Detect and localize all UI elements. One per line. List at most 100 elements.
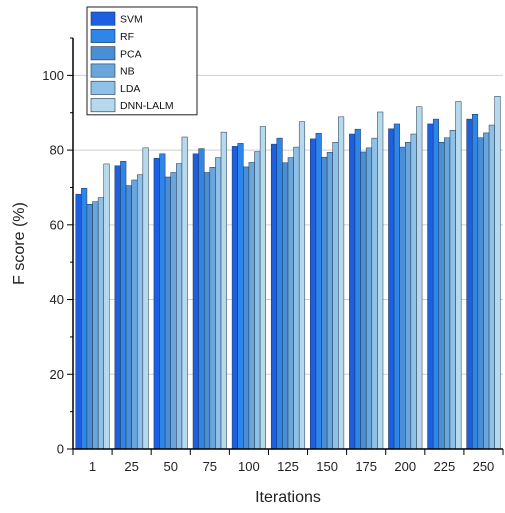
bar-nb-250 bbox=[483, 132, 490, 450]
bar-rf-1 bbox=[81, 187, 88, 450]
bar-nb-100 bbox=[248, 162, 255, 450]
axes bbox=[72, 38, 503, 450]
bar-svm-1 bbox=[75, 193, 82, 450]
x-axis-ticks: 1 25 50 75 100 125 150 175 200 225 250 bbox=[72, 449, 504, 474]
legend-swatch-dnn-lalm bbox=[90, 98, 116, 113]
x-tick-label: 175 bbox=[355, 459, 377, 474]
legend-label-rf: RF bbox=[120, 31, 134, 43]
bar-lda-100 bbox=[254, 151, 261, 450]
bar-svm-125 bbox=[270, 143, 278, 450]
legend-label-lda: LDA bbox=[120, 83, 140, 95]
x-tick-label: 100 bbox=[238, 459, 260, 474]
bar-lda-75 bbox=[215, 157, 222, 450]
x-tick-label: 75 bbox=[203, 459, 217, 474]
x-tick-label: 225 bbox=[434, 459, 456, 474]
x-axis-title: Iterations bbox=[255, 489, 321, 506]
bar-nb-225 bbox=[444, 137, 451, 450]
bar-rf-75 bbox=[198, 148, 205, 450]
bar-dnn-lalm-250 bbox=[494, 96, 501, 450]
bar-dnn-lalm-100 bbox=[259, 126, 266, 450]
bar-nb-1 bbox=[92, 201, 99, 450]
bar-pca-175 bbox=[360, 151, 367, 450]
y-tick-label: 60 bbox=[50, 217, 64, 232]
bar-pca-125 bbox=[282, 162, 289, 450]
bar-nb-50 bbox=[170, 172, 177, 450]
bar-rf-125 bbox=[276, 137, 283, 450]
bar-pca-50 bbox=[164, 176, 171, 450]
x-tick-label: 25 bbox=[124, 459, 138, 474]
y-tick-label: 80 bbox=[50, 143, 64, 158]
bar-svm-250 bbox=[466, 118, 473, 450]
x-tick-label: 1 bbox=[89, 459, 96, 474]
bar-lda-250 bbox=[488, 124, 495, 450]
x-tick-label: 250 bbox=[473, 459, 495, 474]
bar-nb-200 bbox=[405, 141, 412, 450]
y-axis-title: F score (%) bbox=[11, 202, 28, 285]
bar-dnn-lalm-25 bbox=[142, 147, 149, 450]
bar-dnn-lalm-150 bbox=[338, 116, 345, 450]
bar-dnn-lalm-1 bbox=[103, 163, 110, 450]
y-axis-ticks: 0 20 40 60 80 100 bbox=[42, 37, 73, 457]
legend-swatch-pca bbox=[90, 46, 116, 61]
bar-lda-175 bbox=[371, 137, 378, 450]
bars bbox=[75, 96, 501, 450]
bar-svm-150 bbox=[310, 138, 317, 450]
bar-dnn-lalm-75 bbox=[220, 131, 227, 450]
bar-rf-200 bbox=[393, 123, 400, 450]
bar-lda-150 bbox=[332, 141, 339, 450]
bar-pca-100 bbox=[243, 166, 250, 450]
bar-nb-175 bbox=[365, 147, 373, 450]
legend-swatch-rf bbox=[90, 28, 116, 43]
x-tick-label: 150 bbox=[316, 459, 338, 474]
legend-label-svm: SVM bbox=[120, 14, 143, 26]
bar-svm-175 bbox=[349, 133, 356, 450]
bar-lda-225 bbox=[449, 130, 456, 450]
bar-pca-1 bbox=[86, 204, 93, 450]
legend-label-nb: NB bbox=[120, 66, 135, 78]
bar-dnn-lalm-175 bbox=[377, 111, 384, 450]
x-tick-label: 50 bbox=[163, 459, 177, 474]
bar-rf-50 bbox=[159, 153, 166, 450]
bar-nb-125 bbox=[287, 157, 294, 450]
bar-rf-100 bbox=[237, 143, 244, 450]
bar-rf-250 bbox=[472, 113, 479, 450]
bar-svm-200 bbox=[388, 128, 395, 450]
bar-pca-200 bbox=[399, 146, 406, 450]
x-tick-label: 125 bbox=[277, 459, 299, 474]
y-tick-label: 40 bbox=[50, 292, 64, 307]
bar-rf-150 bbox=[315, 133, 322, 450]
bar-lda-200 bbox=[410, 133, 417, 450]
bar-lda-1 bbox=[97, 197, 104, 450]
bar-svm-75 bbox=[192, 153, 199, 450]
y-tick-label: 100 bbox=[42, 68, 64, 83]
bar-rf-225 bbox=[432, 118, 440, 450]
y-tick-label: 20 bbox=[50, 367, 64, 382]
legend-swatch-svm bbox=[90, 11, 116, 26]
bar-pca-25 bbox=[125, 185, 132, 450]
bar-svm-100 bbox=[231, 146, 238, 450]
bar-pca-225 bbox=[438, 141, 445, 450]
bar-rf-175 bbox=[354, 128, 361, 450]
bar-nb-75 bbox=[209, 167, 216, 450]
legend-swatch-lda bbox=[90, 80, 116, 95]
bar-pca-75 bbox=[203, 172, 211, 450]
bar-dnn-lalm-125 bbox=[298, 121, 306, 450]
bar-pca-250 bbox=[477, 137, 484, 450]
bar-rf-25 bbox=[120, 161, 127, 450]
bar-svm-25 bbox=[114, 165, 121, 450]
legend-label-dnn-lalm: DNN-LALM bbox=[120, 100, 174, 112]
y-tick-label: 0 bbox=[57, 442, 64, 457]
bar-pca-150 bbox=[321, 156, 328, 450]
legend-label-pca: PCA bbox=[120, 48, 142, 60]
bar-lda-50 bbox=[176, 163, 183, 450]
bar-svm-50 bbox=[153, 158, 160, 450]
bar-nb-150 bbox=[326, 152, 333, 450]
bar-dnn-lalm-225 bbox=[455, 101, 462, 450]
bar-lda-125 bbox=[293, 146, 300, 450]
legend: SVM RF PCA NB LDA DNN-LALM bbox=[86, 6, 198, 116]
bar-nb-25 bbox=[131, 179, 138, 450]
bar-lda-25 bbox=[136, 174, 144, 450]
x-tick-label: 200 bbox=[394, 459, 416, 474]
bar-svm-225 bbox=[427, 123, 434, 450]
